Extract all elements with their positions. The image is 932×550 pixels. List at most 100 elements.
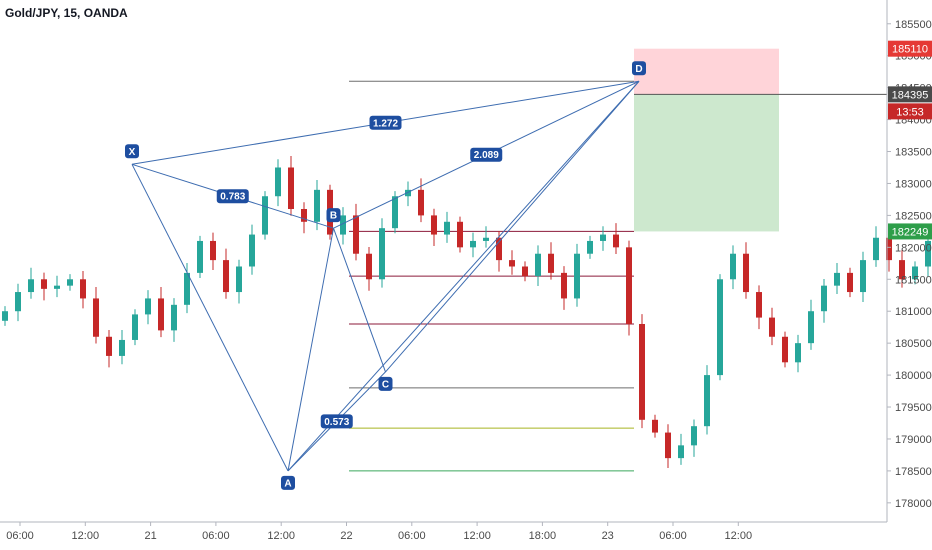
- pattern-leg: [333, 228, 386, 373]
- pattern-leg: [385, 80, 640, 373]
- candle-body: [223, 260, 229, 293]
- price-tag: 182249: [892, 226, 929, 238]
- price-tag: 13:53: [896, 106, 924, 118]
- candle-body: [236, 266, 242, 293]
- harmonic-pattern: 0.783 0.573 2.089 1.272 X A B C D: [125, 61, 646, 490]
- candle-body: [691, 426, 697, 446]
- candle-body: [821, 285, 827, 312]
- chart-title: Gold/JPY, 15, OANDA: [5, 6, 128, 20]
- candle-body: [860, 260, 866, 293]
- point-label: C: [382, 379, 389, 390]
- y-tick-label: 183500: [895, 147, 932, 159]
- ratio-label-bg: [216, 189, 249, 204]
- candle-body: [184, 272, 190, 305]
- y-tick-label: 181000: [895, 306, 932, 318]
- y-tick-label: 178500: [895, 466, 932, 478]
- y-tick-label: 182000: [895, 242, 932, 254]
- candle-body: [847, 272, 853, 293]
- candle-body: [704, 375, 710, 427]
- price-tag-bg: [888, 40, 932, 57]
- candle-body: [210, 240, 216, 261]
- y-tick-label: 183000: [895, 178, 932, 190]
- candle-body: [717, 279, 723, 376]
- x-tick-label: 21: [144, 530, 156, 542]
- candle-body: [340, 215, 346, 235]
- candle-body: [41, 279, 47, 289]
- price-tag: 184395: [892, 89, 929, 101]
- ratio-label-bg: [470, 147, 503, 162]
- point-label-bg: [326, 208, 341, 223]
- take-profit-zone: [634, 94, 779, 232]
- point-label: A: [284, 478, 291, 489]
- candle-body: [769, 317, 775, 337]
- candle-body: [652, 419, 658, 433]
- candle-body: [171, 304, 177, 331]
- candle-body: [795, 343, 801, 363]
- candle-body: [67, 279, 73, 286]
- candle-body: [574, 253, 580, 299]
- candle-body: [834, 272, 840, 286]
- point-label: X: [129, 147, 136, 158]
- candle-body: [405, 189, 411, 197]
- risk-reward-box: [634, 48, 887, 232]
- x-tick-label: 12:00: [267, 530, 295, 542]
- candle-body: [158, 298, 164, 331]
- candle-body: [15, 292, 21, 312]
- candle-body: [626, 247, 632, 324]
- candle-body: [119, 339, 125, 356]
- candle-body: [106, 336, 112, 356]
- candle-body: [262, 196, 268, 235]
- candle-body: [444, 221, 450, 235]
- candle-body: [301, 209, 307, 222]
- ratio-label-bg: [320, 414, 353, 429]
- point-label-bg: [281, 475, 295, 490]
- point-label-bg: [378, 376, 393, 391]
- candle-body: [756, 292, 762, 318]
- pattern-diagonal: [287, 80, 640, 472]
- x-tick-label: 12:00: [725, 530, 753, 542]
- y-tick-label: 179500: [895, 402, 932, 414]
- y-tick-label: 181500: [895, 274, 932, 286]
- candle-body: [548, 253, 554, 273]
- candle-body: [2, 311, 8, 321]
- ratio-label-bg: [369, 115, 402, 130]
- x-tick-label: 06:00: [202, 530, 230, 542]
- candle-body: [899, 260, 905, 280]
- candle-body: [197, 240, 203, 273]
- candle-body: [912, 266, 918, 280]
- x-tick-label: 22: [340, 530, 352, 542]
- candle-body: [379, 228, 385, 280]
- x-tick-label: 12:00: [463, 530, 491, 542]
- pattern-leg: [131, 164, 289, 472]
- candle-body: [457, 221, 463, 248]
- stop-loss-zone: [634, 48, 779, 95]
- candle-body: [470, 240, 476, 248]
- candle-body: [314, 189, 320, 222]
- candle-body: [587, 240, 593, 254]
- candle-body: [28, 279, 34, 293]
- y-tick-label: 180500: [895, 338, 932, 350]
- y-tick-label: 185500: [895, 19, 932, 31]
- ratio-label: 2.089: [474, 150, 499, 161]
- candle-body: [808, 311, 814, 344]
- candle-body: [366, 253, 372, 280]
- fibonacci-levels: [349, 80, 634, 472]
- price-tag: 185110: [892, 44, 928, 56]
- point-label: D: [635, 64, 642, 75]
- candle-body: [54, 285, 60, 289]
- y-tick-label: 178000: [895, 498, 932, 510]
- candle-body: [509, 260, 515, 267]
- candle-body: [522, 266, 528, 277]
- y-tick-label: 180000: [895, 370, 932, 382]
- candle-body: [80, 279, 86, 299]
- ratio-label: 1.272: [373, 118, 398, 129]
- candle-body: [743, 253, 749, 293]
- candle-body: [431, 215, 437, 235]
- candle-body: [353, 215, 359, 254]
- price-tag-bg: [888, 103, 932, 120]
- ratio-label: 0.783: [220, 192, 245, 203]
- candle-body: [873, 237, 879, 261]
